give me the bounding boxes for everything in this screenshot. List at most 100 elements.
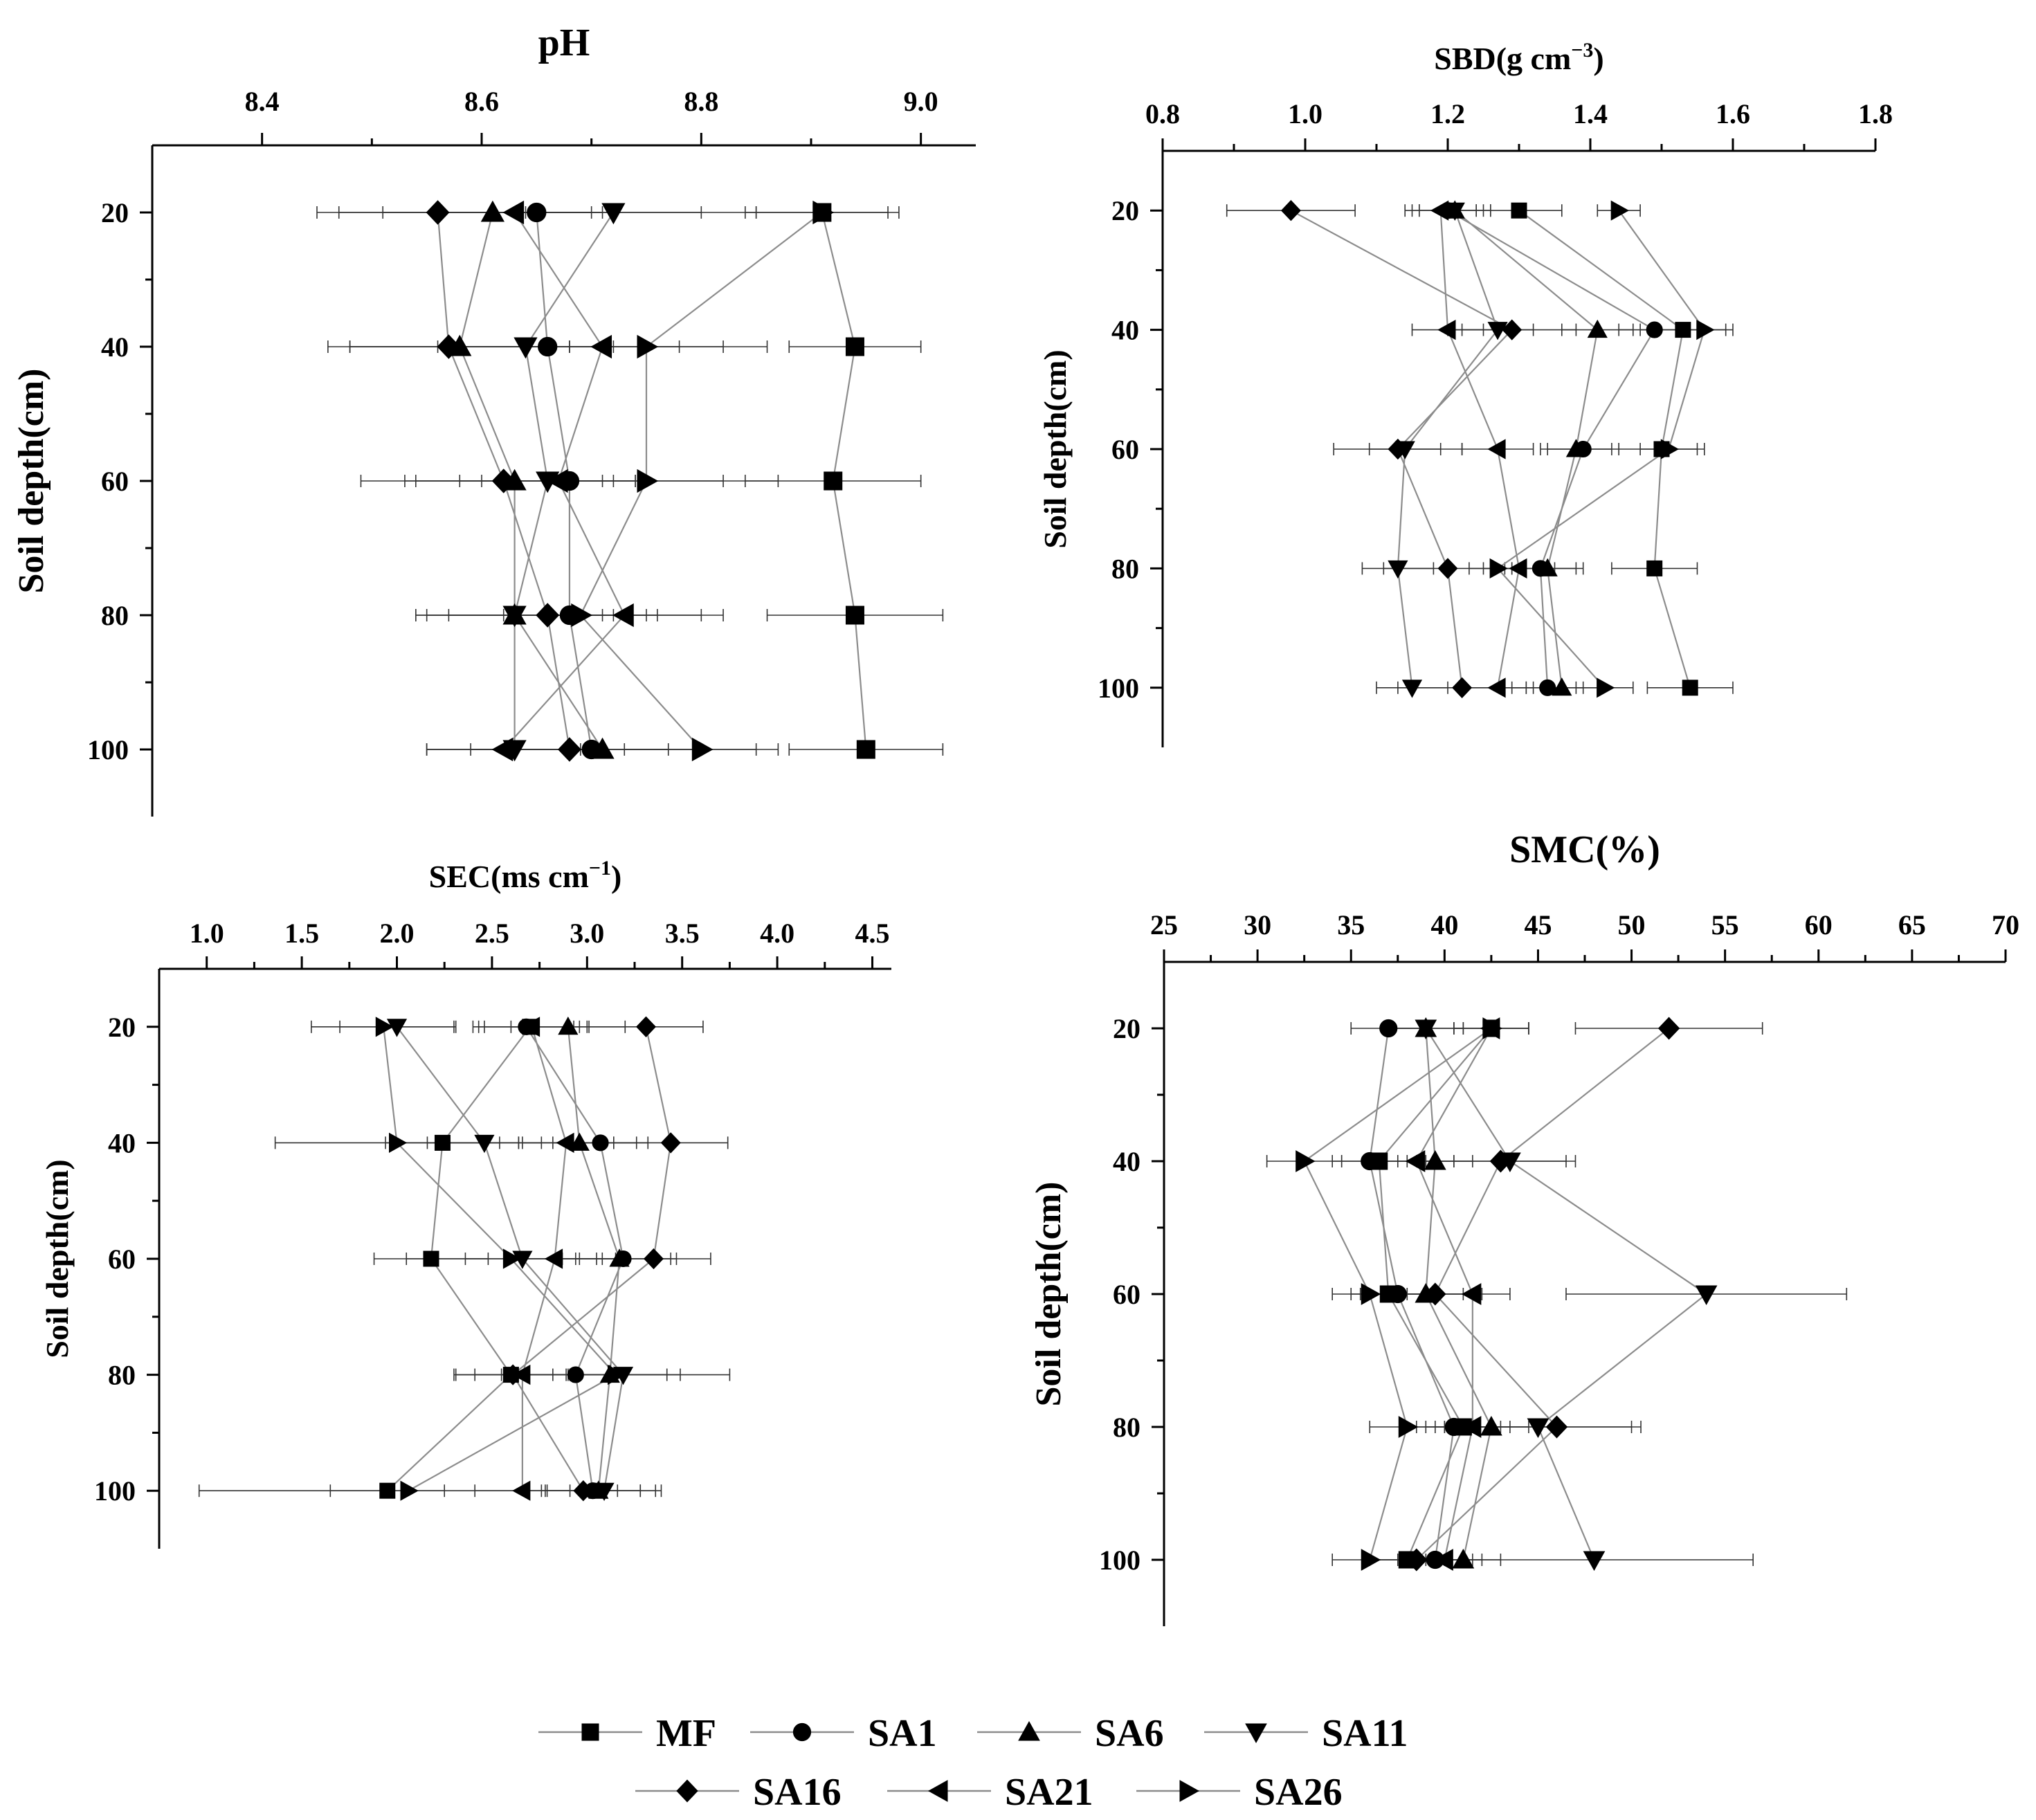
data-point-mf: [379, 1482, 396, 1499]
y-tick-label: 60: [1111, 434, 1139, 465]
chart-title: SMC(%): [1509, 828, 1660, 871]
y-tick-label: 80: [108, 1360, 136, 1391]
data-point-sa6: [480, 200, 505, 222]
data-point-sa26: [637, 334, 659, 359]
x-tick-label: 1.0: [1288, 98, 1323, 129]
chart-title-text: SEC(ms cm: [429, 859, 589, 894]
data-point-sa16: [1388, 438, 1408, 460]
chart-title: SEC(ms cm−1): [429, 857, 622, 894]
data-point-sa1: [538, 336, 558, 357]
panel-smc: SMC(%) 25 30 35 40 45 50 55 60 65 70 20 40 60 80 100 Soi…: [1029, 828, 2019, 1626]
x-tick-label: 4.0: [760, 918, 794, 949]
data-point-sa16: [1657, 1017, 1680, 1040]
legend-label-sa11: SA11: [1322, 1712, 1408, 1755]
x-tick-label: 1.4: [1573, 98, 1608, 129]
data-point-mf: [856, 740, 875, 759]
y-tick-label: 40: [101, 331, 129, 363]
data-point-sa11: [1401, 680, 1423, 698]
data-point-sa11: [1695, 1285, 1718, 1306]
data-point-sa11: [502, 606, 527, 628]
data-point-sa1: [1388, 1284, 1407, 1304]
data-point-sa6: [590, 737, 615, 759]
data-point-sa21: [502, 200, 525, 225]
y-tick-label: 60: [101, 466, 129, 497]
data-point-sa26: [1398, 1416, 1419, 1438]
chart-title: SBD(g cm−3): [1434, 39, 1603, 76]
data-point-sa21: [512, 1480, 531, 1501]
data-point-sa21: [1433, 1549, 1453, 1571]
data-point-sa26: [1361, 1549, 1381, 1571]
y-tick-label: 20: [1111, 195, 1139, 226]
data-point-sa26: [1482, 1017, 1502, 1039]
y-tick-label: 80: [101, 600, 129, 631]
data-point-sa16: [1437, 558, 1458, 579]
chart-title: pH: [538, 21, 590, 64]
data-point-sa11: [513, 337, 538, 359]
data-point-sa21: [612, 603, 634, 628]
panel-sec: SEC(ms cm−1) 1.0 1.5 2.0 2.5 3.0 3.5 4.0 4.5 20 40…: [39, 857, 891, 1549]
legend-label-sa6: SA6: [1095, 1712, 1164, 1755]
chart-title-superscript: −1: [589, 857, 611, 880]
x-tick-label: 45: [1524, 909, 1552, 940]
data-point-sa21: [556, 1132, 574, 1153]
data-point-sa11: [386, 1019, 408, 1037]
x-tick-label: 60: [1805, 909, 1833, 940]
data-point-sa21: [491, 737, 513, 762]
data-point-sa11: [474, 1134, 495, 1154]
x-tick-label: 1.6: [1716, 98, 1750, 129]
y-axis-label: Soil depth(cm): [1037, 349, 1073, 549]
x-tick-label: 8.4: [245, 86, 280, 117]
data-point-sa26: [1296, 1150, 1316, 1172]
data-point-sa11: [1527, 1418, 1549, 1439]
x-tick-label: 30: [1244, 909, 1271, 940]
data-point-sa26: [502, 1248, 522, 1269]
data-point-sa26: [637, 468, 659, 493]
legend-marker-sa21: [927, 1780, 948, 1802]
data-point-sa21: [1509, 558, 1527, 579]
data-point-sa1: [1361, 1152, 1379, 1171]
data-point-sa11: [1388, 560, 1408, 579]
data-point-sa21: [1405, 1150, 1426, 1172]
data-point-sa11: [1444, 202, 1465, 221]
y-tick-label: 80: [1113, 1412, 1140, 1443]
data-point-sa6: [1565, 439, 1586, 457]
data-point-sa26: [608, 1365, 626, 1385]
y-tick-label: 40: [108, 1127, 136, 1158]
chart-title-text: SMC(%): [1509, 828, 1660, 871]
x-tick-label: 2.5: [475, 918, 509, 949]
data-point-mf: [845, 606, 864, 625]
legend-label-sa21: SA21: [1005, 1771, 1093, 1814]
data-point-sa11: [601, 203, 626, 225]
y-tick-label: 20: [101, 197, 129, 228]
y-tick-label: 80: [1111, 553, 1139, 584]
data-point-sa16: [660, 1132, 681, 1154]
y-tick-label: 100: [1098, 673, 1139, 704]
data-point-sa6: [1537, 558, 1558, 576]
data-point-sa26: [1696, 320, 1715, 340]
data-point-sa1: [1379, 1019, 1398, 1038]
data-point-sa6: [1424, 1149, 1446, 1170]
data-point-sa21: [1430, 200, 1449, 221]
data-point-mf: [1682, 680, 1698, 696]
data-point-sa6: [1587, 319, 1608, 338]
x-tick-label: 40: [1430, 909, 1458, 940]
data-point-sa26: [812, 200, 835, 225]
chart-title-tail: ): [611, 859, 621, 894]
data-point-sa16: [644, 1248, 664, 1270]
data-point-sa21: [512, 1365, 531, 1385]
data-point-sa1: [592, 1134, 609, 1152]
data-point-sa26: [389, 1132, 408, 1153]
y-tick-label: 100: [87, 734, 129, 765]
legend-marker-sa6: [1018, 1720, 1040, 1741]
chart-title-text: SBD(g cm: [1434, 41, 1571, 76]
data-point-sa11: [1487, 322, 1508, 340]
y-axis-label: Soil depth(cm): [12, 369, 51, 594]
legend-marker-mf: [581, 1723, 599, 1741]
data-point-sa1: [1444, 1417, 1463, 1437]
legend-marker-sa11: [1245, 1723, 1267, 1744]
data-point-mf: [434, 1134, 451, 1151]
data-point-sa26: [1361, 1283, 1381, 1305]
x-tick-label: 65: [1898, 909, 1926, 940]
data-point-sa16: [1502, 319, 1523, 340]
